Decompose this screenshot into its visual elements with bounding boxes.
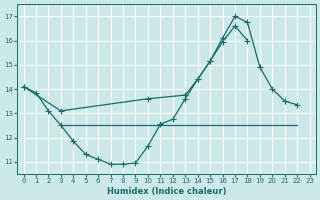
X-axis label: Humidex (Indice chaleur): Humidex (Indice chaleur) bbox=[107, 187, 226, 196]
